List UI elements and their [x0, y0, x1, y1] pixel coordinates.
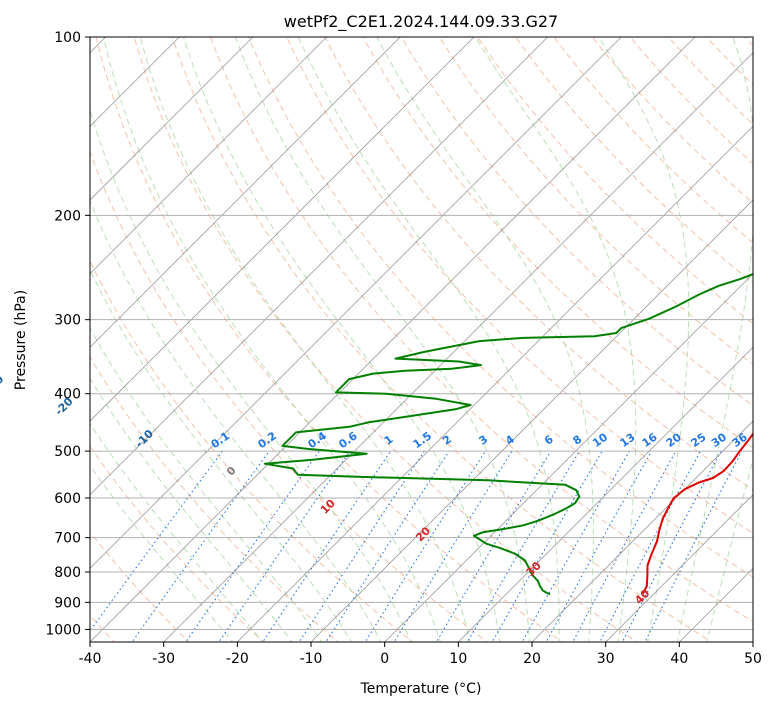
- y-tick-label: 200: [54, 208, 81, 224]
- isotherm-line: [531, 420, 753, 642]
- isotherm-line: [90, 37, 254, 201]
- temperature-line: [642, 432, 753, 595]
- mixing-ratio-line: [393, 450, 513, 642]
- y-tick-label: 600: [54, 491, 81, 507]
- y-tick-label: 100: [54, 30, 81, 46]
- x-tick-label: 30: [597, 651, 615, 667]
- isotherm-line: [384, 273, 753, 642]
- mixing-ratio-line: [325, 450, 450, 642]
- dry-adiabat-line: [90, 150, 489, 642]
- isotherm-line: [310, 199, 753, 642]
- y-tick-label: 400: [54, 387, 81, 403]
- x-tick-label: 10: [449, 651, 467, 667]
- pressure-gridlines: [90, 37, 753, 630]
- y-tick-label: 1000: [45, 622, 81, 638]
- dry-adiabat-line: [90, 259, 414, 642]
- x-tick-label: -40: [79, 651, 102, 667]
- isotherm-line: [90, 37, 696, 642]
- y-axis-ticks: 100 200 300 400 500 600 700 800 900 1000: [45, 30, 90, 638]
- isotherm-line: [90, 37, 622, 569]
- y-tick-label: 500: [54, 444, 81, 460]
- isotherm-line: [237, 125, 753, 642]
- moist-adiabat-line: [90, 109, 412, 642]
- isotherm-line: [90, 37, 548, 496]
- x-tick-label: -10: [300, 651, 323, 667]
- isotherm-line: [90, 37, 327, 275]
- dewpoint-line: [263, 273, 753, 596]
- mixing-ratio-line: [298, 450, 425, 642]
- x-tick-label: -30: [152, 651, 175, 667]
- isotherm-line: [605, 494, 753, 642]
- y-tick-label: 800: [54, 565, 81, 581]
- isotherm-line: [458, 346, 753, 642]
- isotherm-line: [90, 37, 475, 422]
- x-tick-label: -20: [226, 651, 249, 667]
- mixing-ratio-line: [491, 450, 603, 642]
- x-tick-label: 0: [380, 651, 389, 667]
- x-tick-label: 50: [744, 651, 762, 667]
- mixing-ratio-line: [435, 450, 552, 642]
- isotherm-line: [163, 52, 753, 642]
- isotherm-line: [90, 37, 401, 348]
- mixing-ratio-line: [644, 450, 743, 642]
- mixing-ratio-line: [621, 450, 722, 642]
- mixing-ratio-line: [364, 450, 486, 642]
- y-tick-label: 700: [54, 531, 81, 547]
- sounding-series: [263, 273, 753, 596]
- x-tick-label: 40: [670, 651, 688, 667]
- plot-frame: [89, 36, 754, 643]
- chart-title: wetPf2_C2E1.2024.144.09.33.G27: [284, 12, 558, 32]
- mixing-ratio-line: [90, 450, 223, 632]
- moist-adiabat-line: [90, 199, 382, 642]
- x-axis-label: Temperature (°C): [360, 681, 482, 697]
- y-tick-label: 900: [54, 595, 81, 611]
- x-axis-ticks: -40 -30 -20 -10 0 10 20 30 40 50: [79, 642, 762, 667]
- dry-adiabat-label: -30: [0, 372, 7, 395]
- y-axis-label: Pressure (hPa): [13, 290, 29, 390]
- y-tick-label: 300: [54, 313, 81, 329]
- x-tick-label: 20: [523, 651, 541, 667]
- mixing-ratio-line: [218, 450, 351, 642]
- mixing-ratio-line: [521, 450, 630, 642]
